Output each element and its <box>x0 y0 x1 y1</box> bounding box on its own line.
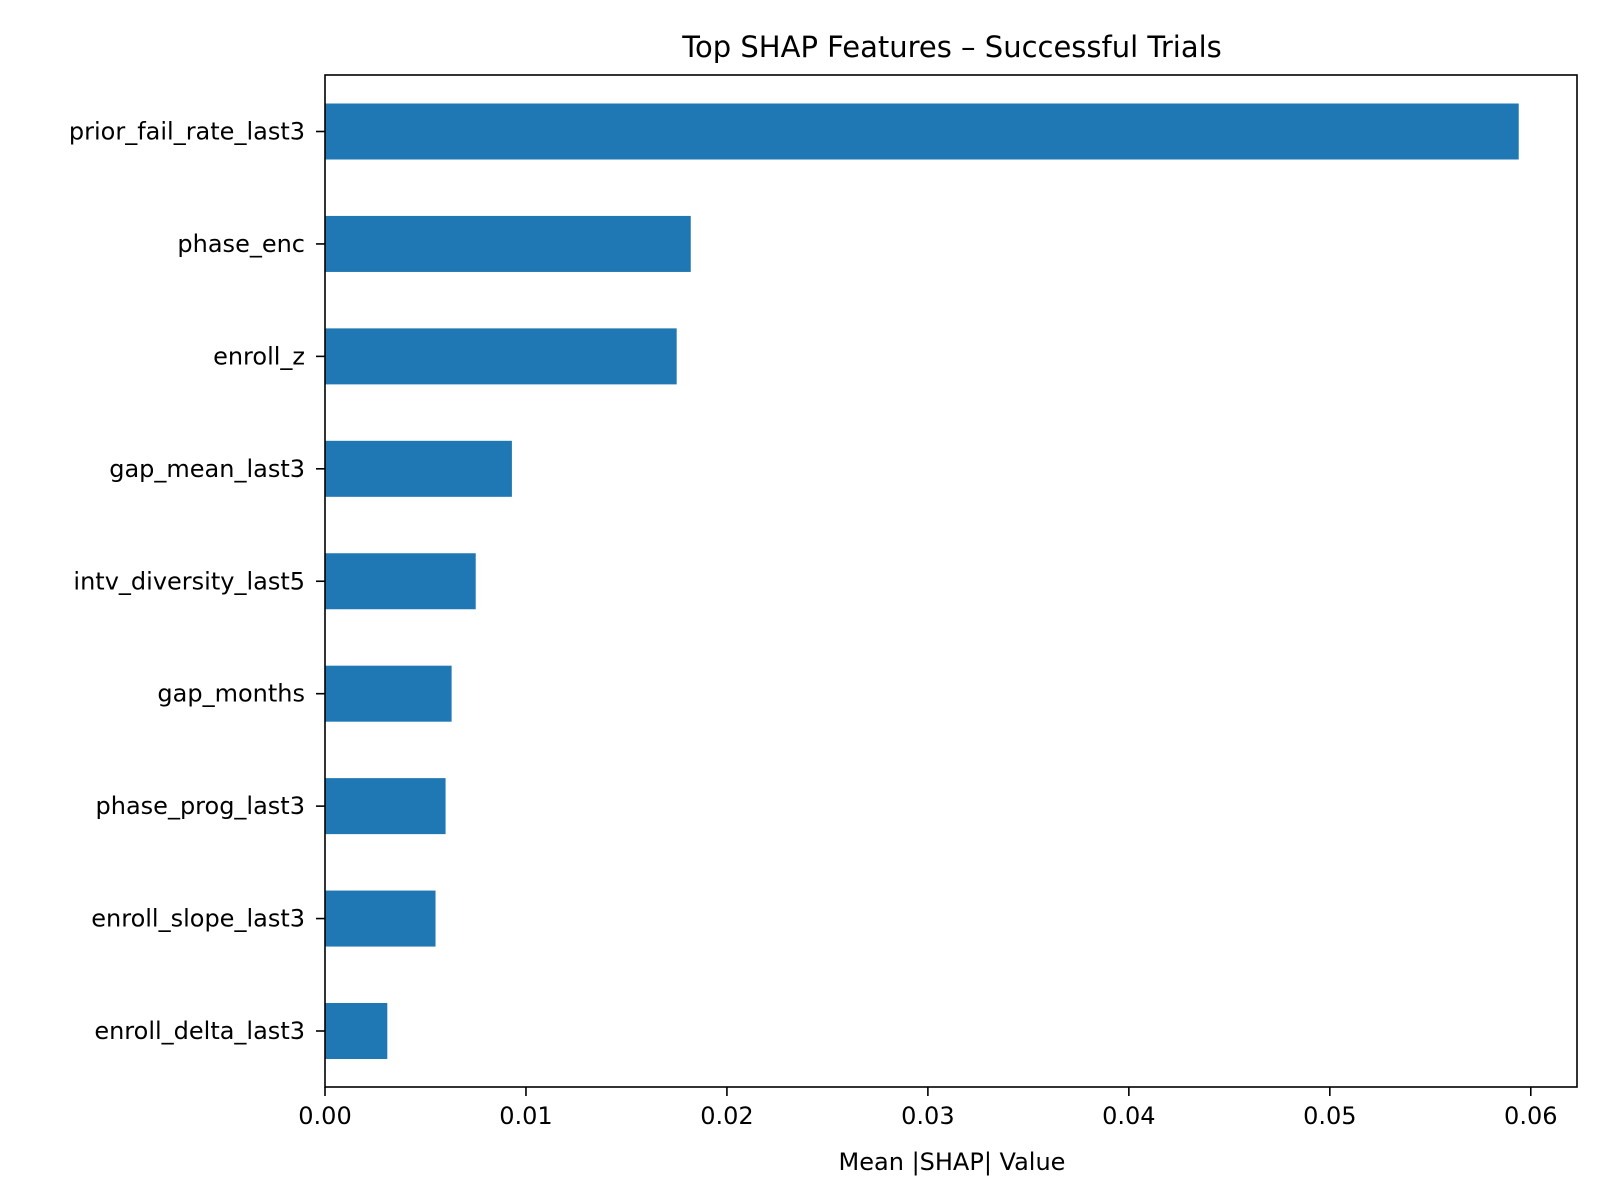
bar-prior_fail_rate_last3 <box>325 103 1519 160</box>
y-tick-label: intv_diversity_last5 <box>73 567 305 595</box>
y-axis: prior_fail_rate_last3 phase_enc enroll_zga… <box>69 118 325 1045</box>
y-tick-label: enroll_delta_last3 <box>94 1017 305 1045</box>
bar-intv_diversity_last5 <box>325 553 476 610</box>
x-tick-label: 0.05 <box>1303 1102 1356 1130</box>
x-tick-label: 0.00 <box>298 1102 351 1130</box>
x-tick-label: 0.02 <box>700 1102 753 1130</box>
y-tick-label: prior_fail_rate_last3 <box>69 118 305 146</box>
x-tick-label: 0.01 <box>499 1102 552 1130</box>
bar-enroll_slope_last3 <box>325 890 436 947</box>
y-tick-label: gap_mean_last3 <box>109 455 305 483</box>
x-tick-label: 0.04 <box>1102 1102 1155 1130</box>
x-tick-label: 0.03 <box>901 1102 954 1130</box>
bar-enroll_delta_last3 <box>325 1003 388 1059</box>
bars <box>325 103 1519 1059</box>
x-tick-label: 0.06 <box>1504 1102 1557 1130</box>
bar-gap_mean_last3 <box>325 440 512 497</box>
plot-frame <box>324 74 1578 1088</box>
bar-gap_months <box>325 665 452 722</box>
y-tick-label: gap_months <box>157 680 305 708</box>
y-tick-label: phase_prog_last3 <box>96 792 305 820</box>
y-tick-label: enroll_slope_last3 <box>91 905 305 933</box>
x-axis: 0.00 0.01 0.02 0.03 0.04 0.05 0.06 <box>298 1087 1557 1130</box>
x-axis-title: Mean |SHAP| Value <box>839 1148 1066 1176</box>
y-tick-label: enroll_z <box>213 342 305 370</box>
y-tick-label: phase_enc <box>177 230 305 258</box>
bar-phase_enc <box>325 215 691 272</box>
bar-enroll_z <box>325 328 677 385</box>
chart-title: Top SHAP Features – Successful Trials <box>681 30 1222 64</box>
bar-phase_prog_last3 <box>325 778 446 835</box>
